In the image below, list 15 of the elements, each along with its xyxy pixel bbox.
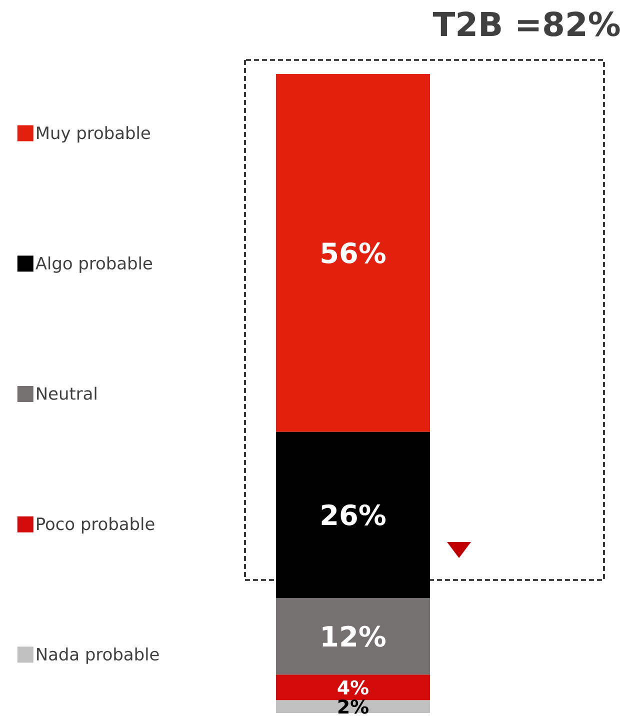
- text: T2B =82%: [432, 12, 620, 36]
- data-label: 4%: [338, 680, 368, 695]
- data-label: 56%: [322, 242, 386, 264]
- legend-label: Neutral: [37, 386, 96, 400]
- data-label: 12%: [322, 626, 386, 647]
- data-label: 2%: [338, 699, 368, 714]
- bar: [276, 74, 430, 432]
- legend-label: Algo probable: [36, 256, 152, 273]
- bar: [276, 598, 430, 675]
- bar: [276, 674, 430, 700]
- legend-label: Muy probable: [37, 126, 150, 142]
- data-label: 26%: [322, 504, 386, 526]
- legend-label: Nada probable: [37, 647, 159, 664]
- legend-label: Poco probable: [37, 517, 154, 534]
- bar: [276, 700, 430, 713]
